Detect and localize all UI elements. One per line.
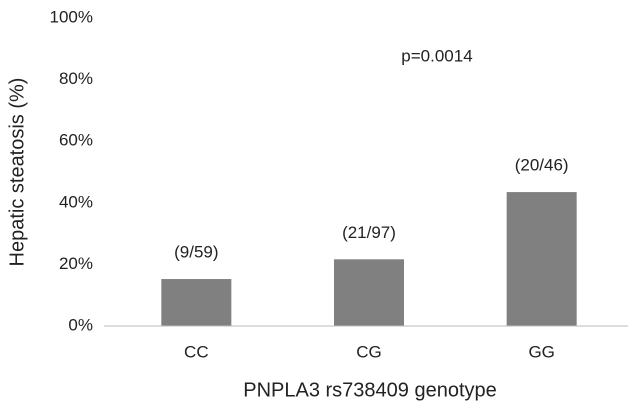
bar-label: (20/46) <box>515 156 569 175</box>
y-tick-label: 20% <box>59 254 93 273</box>
y-tick-label: 60% <box>59 131 93 150</box>
p-value-annotation: p=0.0014 <box>401 46 472 65</box>
x-tick-label: GG <box>528 342 554 361</box>
y-tick-label: 0% <box>68 315 93 334</box>
y-axis-title: Hepatic steatosis (%) <box>6 78 28 267</box>
y-tick-label: 80% <box>59 69 93 88</box>
x-tick-label: CG <box>356 342 382 361</box>
x-tick-label: CC <box>184 342 209 361</box>
y-tick-label: 100% <box>50 7 93 26</box>
bar <box>334 259 404 326</box>
bar <box>506 192 577 326</box>
bar <box>161 279 232 326</box>
y-tick-label: 40% <box>59 192 93 211</box>
bar-label: (9/59) <box>174 243 218 262</box>
x-axis-title: PNPLA3 rs738409 genotype <box>243 379 497 401</box>
bar-label: (21/97) <box>342 223 396 242</box>
